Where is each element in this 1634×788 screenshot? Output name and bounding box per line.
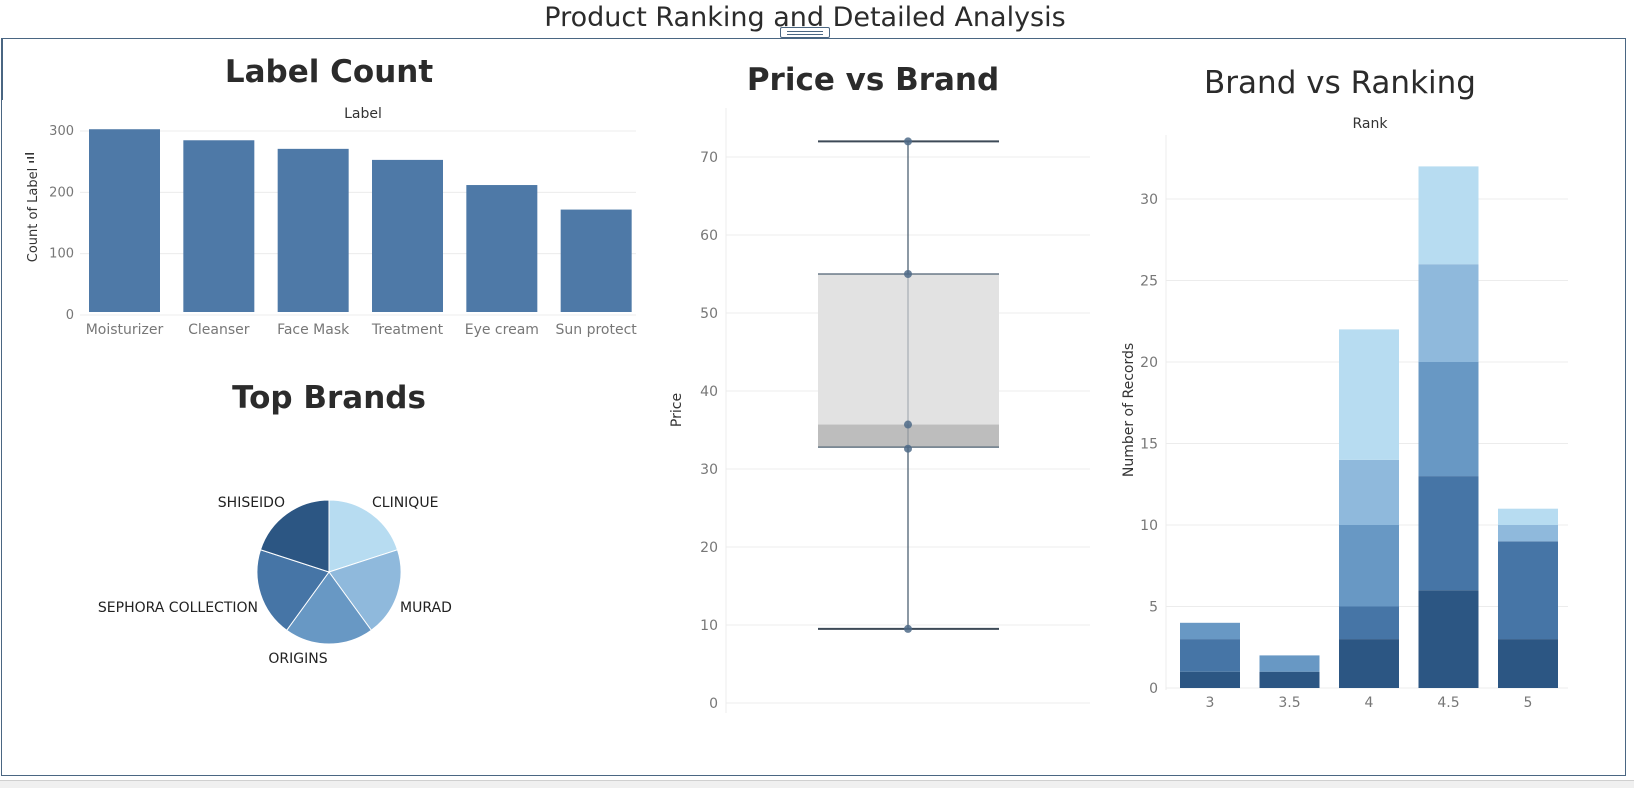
ranking-bar-segment [1259,671,1320,688]
price-y-tick: 30 [700,462,718,478]
ranking-bar-segment [1339,329,1399,460]
sort-icon-line [29,161,34,163]
ranking-y-tick: 0 [1149,681,1158,697]
label-count-x-tick: Sun protect [556,322,638,338]
price-y-axis-title: Price [669,393,685,427]
label-count-x-tick: Cleanser [188,322,250,338]
label-count-x-tick: Moisturizer [86,322,164,338]
ranking-bar-segment [1180,622,1240,640]
ranking-y-tick: 25 [1140,274,1158,290]
label-count-bar [372,159,443,312]
price-y-tick: 20 [700,540,718,556]
ranking-x-tick: 5 [1524,695,1533,711]
ranking-bar-segment [1339,459,1399,525]
ranking-bar-segment [1418,264,1479,362]
pie-slice-label: SEPHORA COLLECTION [98,600,258,616]
dashboard-container [1,38,1626,776]
ranking-bar-segment [1339,639,1399,688]
price-vs-brand-chart: Price vs Brand Price 0 10 20 30 40 50 60 70 [669,62,1090,713]
ranking-bar-segment [1498,525,1558,542]
drag-handle-icon[interactable] [780,27,830,38]
pie-slice [259,499,330,573]
ranking-bar-segment [1498,508,1558,525]
ranking-x-tick: 4 [1365,695,1374,711]
top-brands-chart: Top Brands CLINIQUE MURAD ORIGINS SEPHORA C… [98,380,452,667]
ranking-bar-segment [1180,639,1240,672]
price-data-point [904,444,912,453]
price-data-point [904,137,912,146]
drag-handle-line [787,34,823,35]
price-data-point [904,270,912,278]
label-count-y-tick: 200 [49,185,74,200]
ranking-bar-segment [1339,525,1399,607]
price-y-tick: 50 [700,306,718,322]
pie-slice [328,549,402,631]
ranking-bar-segment [1339,606,1399,640]
label-count-chart: Label Count Label Count of Label 0 100 200… [25,54,637,338]
label-count-y-tick: 0 [66,308,74,323]
price-y-tick: 40 [700,384,718,400]
price-y-tick: 0 [709,696,718,712]
pie-slice [285,571,373,645]
label-count-x-tick: Treatment [371,322,444,338]
ranking-y-tick: 5 [1149,600,1158,616]
label-count-x-tick: Face Mask [277,322,350,338]
ranking-bar-segment [1418,362,1479,477]
label-count-title: Label Count [225,54,433,90]
ranking-bar-segment [1498,541,1558,640]
label-count-bar [560,209,632,312]
price-vs-brand-title: Price vs Brand [747,62,999,98]
ranking-bar-segment [1498,639,1558,688]
ranking-y-tick: 20 [1140,355,1158,371]
label-count-y-tick: 300 [49,124,74,139]
price-y-tick: 70 [700,150,718,166]
pie-slice-label: CLINIQUE [372,495,438,511]
ranking-bar-segment [1418,476,1479,591]
brand-vs-ranking-chart: Brand vs Ranking Rank Number of Records … [1121,65,1568,711]
ranking-y-tick: 15 [1140,437,1158,453]
sort-icon-line [25,153,34,155]
ranking-x-tick: 3.5 [1278,695,1300,711]
price-data-point [904,624,912,633]
pie-slice [256,549,330,631]
ranking-bar-segment [1418,590,1479,688]
ranking-x-tick: 3 [1206,695,1215,711]
label-count-bar [183,140,255,312]
ranking-y-tick: 30 [1140,192,1158,208]
label-count-x-tick: Eye cream [465,322,539,338]
label-count-column-header: Label [344,106,382,122]
brand-vs-ranking-title: Brand vs Ranking [1204,65,1476,101]
ranking-x-tick: 4.5 [1437,695,1459,711]
sort-descending-icon[interactable] [25,153,34,163]
sheet-tabs-strip [0,780,1634,788]
label-count-y-tick: 100 [49,247,74,262]
sort-icon-line [27,157,34,159]
drag-handle-line [787,31,823,32]
price-y-tick: 60 [700,228,718,244]
pie-slice-label: ORIGINS [268,651,327,667]
label-count-y-axis-title: Count of Label [26,168,41,262]
pie-slice-label: MURAD [400,600,452,616]
ranking-y-tick: 10 [1140,518,1158,534]
price-data-point [904,420,912,429]
ranking-bar-segment [1180,671,1240,688]
price-y-tick: 10 [700,618,718,634]
label-count-bar [466,185,538,312]
pie-slice-label: SHISEIDO [218,495,285,511]
frame-accent [1,38,3,100]
rank-column-header: Rank [1353,116,1389,132]
pie-slice [328,499,399,573]
top-brands-title: Top Brands [232,380,426,416]
ranking-bar-segment [1418,166,1479,265]
label-count-bar [277,148,349,312]
label-count-bar [89,129,160,312]
records-y-axis-title: Number of Records [1121,343,1137,477]
ranking-bar-segment [1259,655,1320,672]
